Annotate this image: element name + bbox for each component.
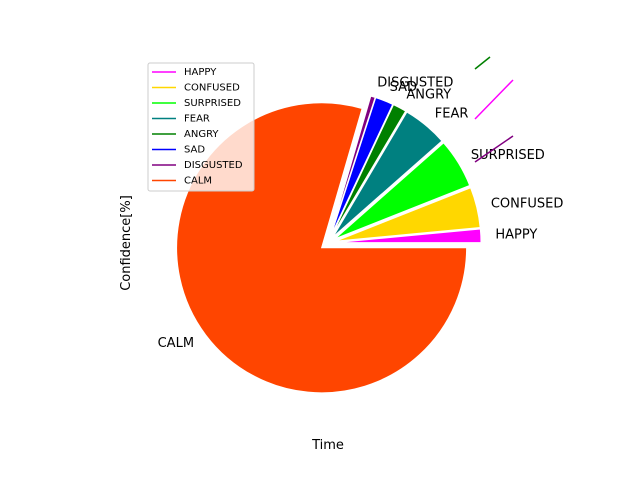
slice-label-surprised: SURPRISED: [471, 148, 545, 163]
slice-label-fear: FEAR: [435, 106, 469, 121]
stray-lines: [474, 56, 514, 163]
y-axis-label: Confidence[%]: [119, 195, 134, 291]
slice-label-disgusted: DISGUSTED: [377, 75, 453, 90]
legend-frame: [147, 62, 255, 192]
legend-label-angry: ANGRY: [184, 129, 219, 140]
slice-label-confused: CONFUSED: [491, 196, 564, 211]
legend-items: HAPPY CONFUSED SURPRISED FEAR ANGRY SAD DISGUS…: [152, 67, 243, 187]
slice-happy: [335, 228, 482, 244]
slice-disgusted: [329, 95, 376, 236]
legend-label-confused: CONFUSED: [184, 83, 240, 94]
legend-label-happy: HAPPY: [184, 67, 217, 78]
slice-label-sad: SAD: [390, 80, 417, 95]
slice-label-angry: ANGRY: [406, 87, 451, 102]
slice-sad: [330, 97, 394, 236]
legend-label-surprised: SURPRISED: [184, 98, 241, 109]
slice-label-calm: CALM: [158, 336, 194, 351]
legend-label-fear: FEAR: [184, 114, 210, 125]
legend-label-calm: CALM: [184, 176, 212, 187]
slice-fear: [332, 111, 443, 238]
stray-line: [474, 79, 514, 120]
slice-confused: [335, 187, 481, 242]
pie-slices: [176, 95, 482, 394]
x-axis-label: Time: [311, 438, 344, 453]
stray-line: [474, 135, 514, 163]
legend-label-sad: SAD: [184, 145, 205, 156]
stray-line: [474, 56, 491, 70]
slice-label-happy: HAPPY: [495, 228, 537, 243]
slice-angry: [331, 104, 407, 237]
slice-surprised: [334, 142, 471, 240]
legend-label-disgusted: DISGUSTED: [184, 160, 243, 171]
pie-slice-labels: HAPPYCONFUSEDSURPRISEDFEARANGRYSADDISGUS…: [158, 75, 564, 351]
legend: HAPPY CONFUSED SURPRISED FEAR ANGRY SAD DISGUS…: [147, 62, 255, 192]
